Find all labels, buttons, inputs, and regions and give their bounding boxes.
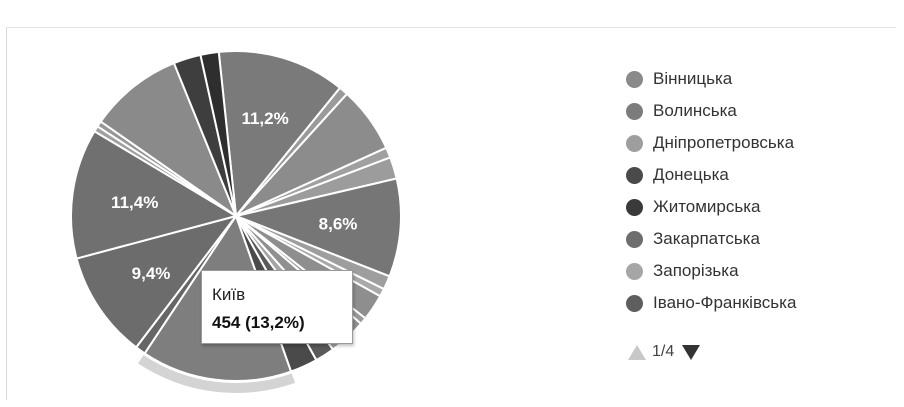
pie-slice[interactable] [99, 61, 239, 219]
pie-slice-labels: 11,2% 8,6% 9,4% 11,4% [111, 109, 357, 283]
pie-slice[interactable] [199, 50, 237, 217]
page-down-icon[interactable] [682, 344, 701, 360]
tooltip-region-value: 454 (13,2%) [212, 313, 305, 332]
legend-swatch-icon [626, 230, 643, 248]
legend: Вінницька Волинська Дніпропетровська Донець… [626, 63, 796, 319]
pie-slice-highlight-ring [137, 355, 296, 393]
pie-slice[interactable] [217, 50, 342, 219]
legend-label: Волинська [653, 101, 737, 120]
legend-label: Донецька [653, 165, 729, 184]
pie-slice[interactable] [70, 129, 239, 260]
pie-slice[interactable] [232, 177, 402, 278]
legend-item[interactable]: Волинська [626, 95, 796, 127]
legend-label: Закарпатська [653, 229, 760, 248]
legend-swatch-icon [626, 134, 643, 152]
legend-swatch-icon [626, 262, 643, 280]
legend-item[interactable]: Івано-Франківська [626, 287, 796, 319]
legend-item[interactable]: Житомирська [626, 191, 796, 223]
legend-swatch-icon [626, 166, 643, 184]
legend-swatch-icon [626, 198, 643, 216]
legend-swatch-icon [626, 70, 643, 88]
pie-slice-label: 11,2% [241, 109, 288, 128]
pie-slice-label: 9,4% [132, 264, 171, 283]
legend-label: Івано-Франківська [653, 293, 797, 312]
legend-label: Запорізька [653, 261, 739, 280]
legend-swatch-icon [626, 294, 643, 312]
frame-top-border [6, 27, 896, 28]
frame-left-border [6, 28, 7, 400]
legend-item[interactable]: Закарпатська [626, 223, 796, 255]
pie-slice-label: 8,6% [319, 214, 358, 233]
pie-slice-label: 11,4% [111, 193, 158, 212]
tooltip-region-name: Київ [212, 285, 246, 304]
slice-tooltip: Київ 454 (13,2%) [201, 270, 353, 344]
legend-item[interactable]: Запорізька [626, 255, 796, 287]
legend-item[interactable]: Дніпропетровська [626, 127, 796, 159]
legend-swatch-icon [626, 102, 643, 120]
legend-item[interactable]: Донецька [626, 159, 796, 191]
pager-label: 1/4 [652, 343, 675, 360]
legend-label: Дніпропетровська [653, 133, 795, 152]
legend-item[interactable]: Вінницька [626, 63, 796, 95]
page-up-icon[interactable] [628, 344, 646, 360]
legend-label: Вінницька [653, 69, 733, 88]
legend-label: Житомирська [653, 197, 761, 216]
legend-pager: 1/4 [628, 343, 701, 361]
